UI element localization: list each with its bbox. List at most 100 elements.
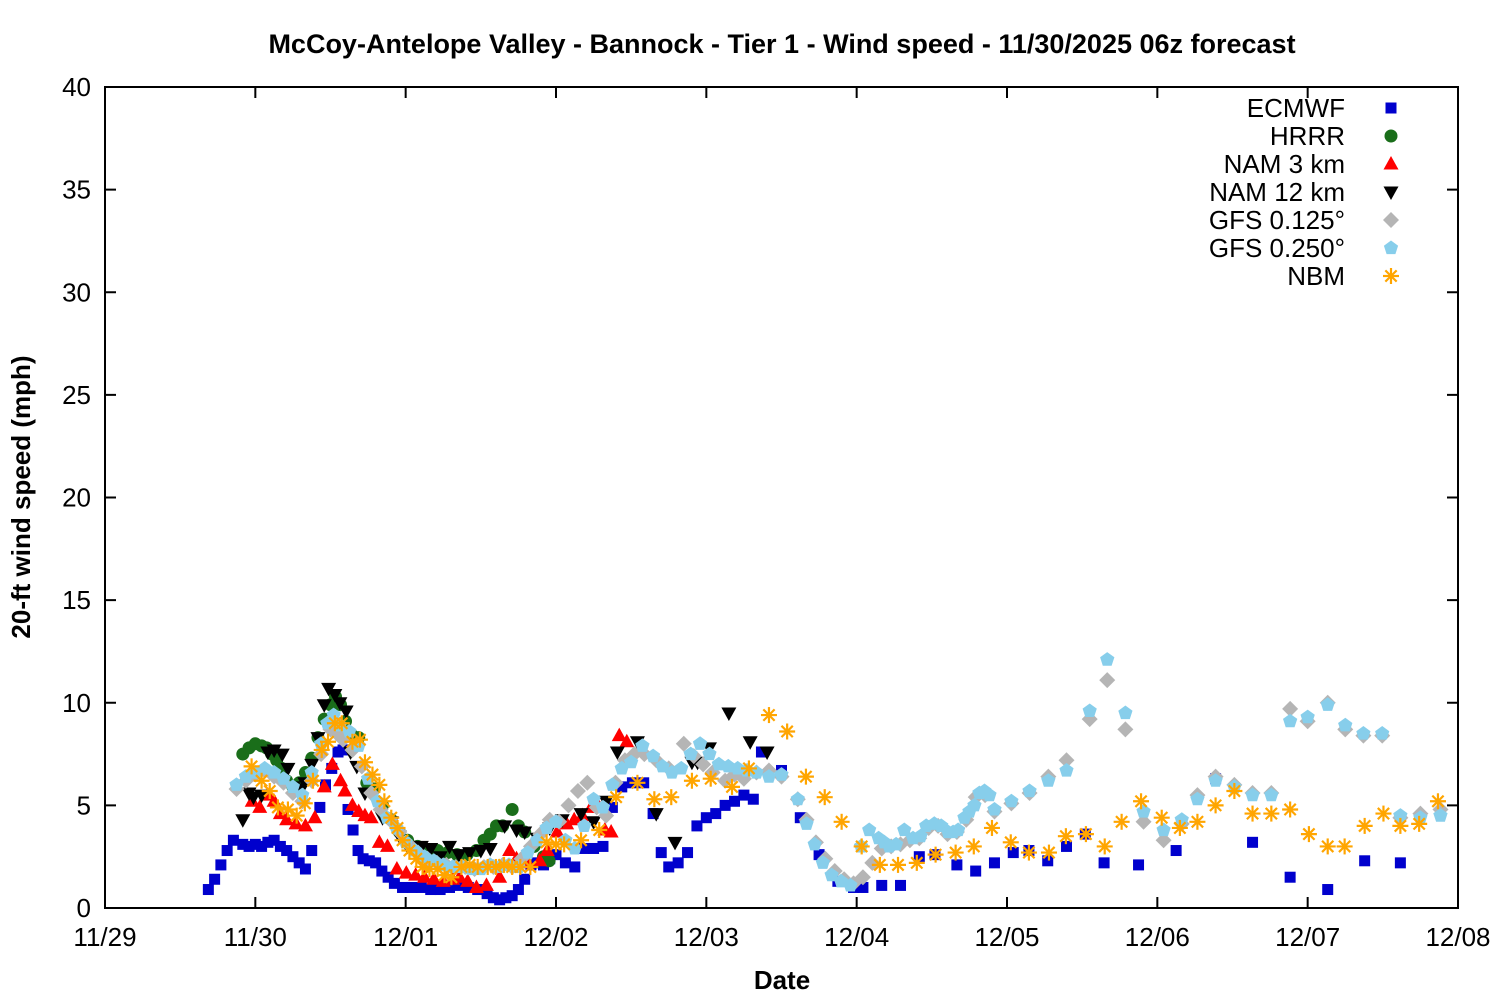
data-point-pentagon [655, 758, 670, 773]
data-point-triangle-down [235, 814, 251, 828]
data-point-asterisk [1040, 844, 1057, 861]
x-tick-label: 12/03 [674, 922, 739, 952]
y-tick-label: 30 [62, 277, 91, 307]
data-point-asterisk [512, 858, 529, 875]
x-tick-label: 12/06 [1125, 922, 1190, 952]
data-point-square [444, 881, 456, 893]
data-point-triangle-up [324, 756, 340, 770]
asterisk-arm [281, 803, 295, 816]
data-point-asterisk [364, 766, 381, 783]
data-point-triangle-up [279, 811, 295, 826]
data-point-square [337, 744, 349, 756]
y-tick-label: 0 [77, 893, 91, 923]
data-point-square [1394, 857, 1406, 869]
data-point-asterisk [1189, 813, 1206, 830]
data-point-asterisk [890, 856, 907, 873]
data-point-square [494, 894, 506, 906]
data-point-square [202, 884, 214, 896]
asterisk-arm [402, 844, 416, 857]
data-point-pentagon [276, 771, 291, 785]
data-point-pentagon [790, 791, 805, 806]
data-point-asterisk [371, 776, 388, 793]
data-point-square [363, 855, 375, 867]
data-point-square [1247, 836, 1259, 848]
legend-label-nbm: NBM [1287, 261, 1345, 291]
data-point-asterisk [1153, 809, 1170, 826]
asterisk-arm [391, 821, 404, 835]
data-point-triangle-down [423, 842, 439, 857]
x-tick-label: 11/30 [224, 922, 287, 952]
data-point-triangle-down [517, 826, 533, 841]
data-point-asterisk [760, 707, 777, 724]
data-point-pentagon [1082, 703, 1097, 717]
data-point-pentagon [951, 822, 966, 837]
data-point-pentagon [799, 816, 814, 830]
asterisk-arm [1042, 846, 1056, 860]
data-point-diamond [579, 774, 596, 791]
data-point-pentagon [577, 818, 592, 832]
data-point-square [550, 849, 562, 861]
asterisk-arm [1246, 807, 1259, 821]
data-point-square [357, 853, 369, 865]
data-point-triangle-up [371, 834, 387, 848]
data-point-pentagon [635, 738, 650, 752]
data-point-asterisk [383, 809, 400, 826]
data-point-square [813, 849, 825, 861]
data-point-triangle-up [549, 824, 565, 838]
asterisk-arm [873, 858, 887, 872]
data-point-triangle-up [316, 778, 332, 793]
asterisk-arm [609, 790, 623, 804]
data-point-square [434, 884, 446, 896]
data-point-square [747, 793, 759, 805]
data-point-pentagon [1264, 787, 1279, 802]
legend-entry-nbm: NBM [1287, 261, 1399, 291]
data-point-triangle-up [478, 877, 494, 891]
data-point-triangle-up [619, 733, 635, 748]
data-point-asterisk [1096, 838, 1113, 855]
data-point-asterisk [965, 838, 982, 855]
asterisk-arm [630, 776, 644, 790]
legend-entry-gfs-0-250: GFS 0.250° [1209, 233, 1399, 263]
data-point-triangle-down [482, 842, 498, 857]
legend-label-nam-12-km: NAM 12 km [1209, 177, 1345, 207]
data-point-square [256, 840, 268, 852]
asterisk-arm [1134, 794, 1148, 808]
asterisk-arm [1209, 798, 1223, 812]
data-point-triangle-up [532, 852, 548, 867]
legend-entry-ecmwf: ECMWF [1247, 93, 1397, 123]
data-point-asterisk [853, 838, 870, 855]
data-point-triangle-up [333, 772, 349, 787]
asterisk-arm [1155, 811, 1169, 825]
data-point-square [415, 881, 427, 893]
data-point-diamond [1155, 832, 1172, 849]
data-point-asterisk [1263, 805, 1280, 822]
legend-entry-gfs-0-125: GFS 0.125° [1209, 205, 1399, 235]
asterisk-arm [799, 770, 813, 784]
asterisk-arm [1059, 829, 1073, 843]
data-point-pentagon [1208, 773, 1223, 787]
data-point-square [287, 851, 299, 863]
data-point-triangle-down [759, 746, 775, 761]
asterisk-arm [985, 821, 999, 835]
data-point-asterisk [313, 741, 330, 758]
data-point-asterisk [663, 789, 680, 806]
data-point-pentagon [889, 836, 904, 851]
asterisk-arm [255, 774, 269, 788]
data-point-square [794, 812, 806, 824]
asterisk-arm [431, 862, 445, 876]
data-point-pentagon [1041, 773, 1056, 787]
asterisk-arm [685, 774, 699, 788]
data-point-triangle-down [648, 808, 664, 822]
data-point-square [347, 824, 359, 836]
asterisk-arm [1022, 846, 1036, 860]
asterisk-arm [523, 860, 537, 874]
data-point-circle [505, 802, 519, 816]
asterisk-arm [664, 790, 678, 804]
data-point-asterisk [740, 760, 757, 777]
data-point-square [314, 801, 326, 813]
data-point-asterisk [608, 789, 625, 806]
asterisk-arm [454, 860, 468, 874]
data-point-diamond [1099, 672, 1116, 689]
data-point-asterisk [1319, 838, 1336, 855]
data-point-square [299, 863, 311, 875]
